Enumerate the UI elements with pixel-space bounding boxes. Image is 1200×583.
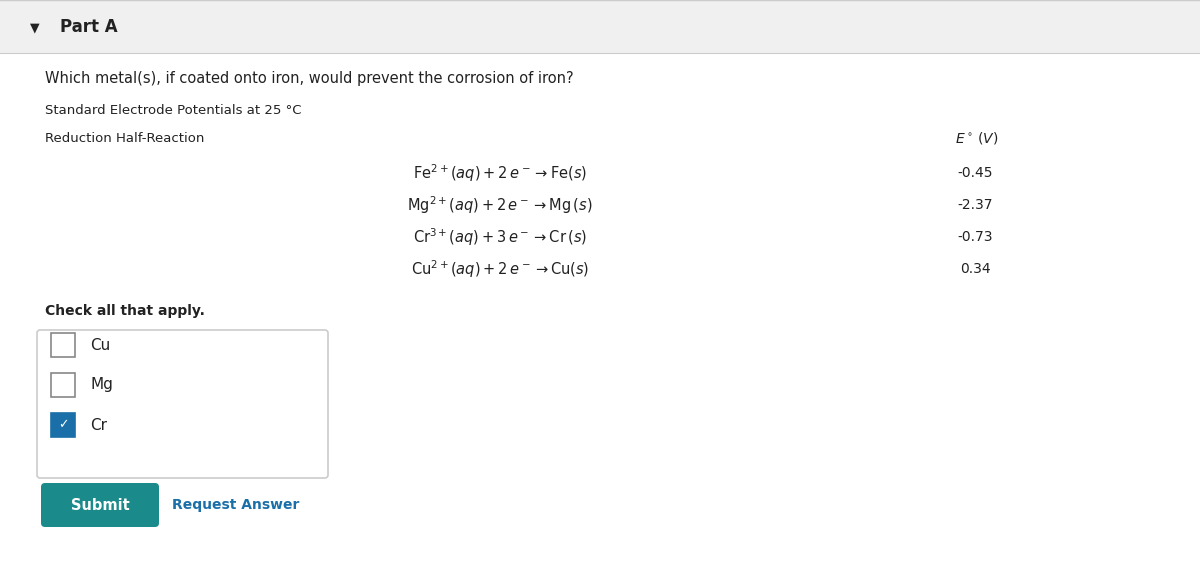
Text: Which metal(s), if coated onto iron, would prevent the corrosion of iron?: Which metal(s), if coated onto iron, wou… xyxy=(46,71,574,86)
Text: Cu: Cu xyxy=(90,338,110,353)
Text: Check all that apply.: Check all that apply. xyxy=(46,304,205,318)
Text: Submit: Submit xyxy=(71,497,130,512)
Text: $\mathrm{Cr^{3+}}(aq) + 3\, e^- \rightarrow \mathrm{Cr}\,(s)$: $\mathrm{Cr^{3+}}(aq) + 3\, e^- \rightar… xyxy=(413,226,587,248)
FancyBboxPatch shape xyxy=(41,483,160,527)
FancyBboxPatch shape xyxy=(50,413,74,437)
Text: Reduction Half-Reaction: Reduction Half-Reaction xyxy=(46,132,204,145)
Text: -0.45: -0.45 xyxy=(958,166,992,180)
Text: $\mathrm{Mg^{2+}}(aq) + 2\, e^- \rightarrow \mathrm{Mg}\,(s)$: $\mathrm{Mg^{2+}}(aq) + 2\, e^- \rightar… xyxy=(407,194,593,216)
Text: Standard Electrode Potentials at 25 °C: Standard Electrode Potentials at 25 °C xyxy=(46,104,301,118)
FancyBboxPatch shape xyxy=(50,373,74,397)
Text: 0.34: 0.34 xyxy=(960,262,990,276)
Text: -2.37: -2.37 xyxy=(958,198,992,212)
Text: $E^\circ\,(V)$: $E^\circ\,(V)$ xyxy=(955,130,998,146)
FancyBboxPatch shape xyxy=(0,0,1200,53)
Text: Mg: Mg xyxy=(90,378,113,392)
Text: ▼: ▼ xyxy=(30,21,40,34)
FancyBboxPatch shape xyxy=(37,330,328,478)
Text: Cr: Cr xyxy=(90,417,107,433)
Text: $\mathrm{Cu^{2+}}(aq) + 2\, e^- \rightarrow \mathrm{Cu}(s)$: $\mathrm{Cu^{2+}}(aq) + 2\, e^- \rightar… xyxy=(410,258,589,280)
Text: Part A: Part A xyxy=(60,19,118,37)
FancyBboxPatch shape xyxy=(50,333,74,357)
Text: ✓: ✓ xyxy=(58,419,68,431)
Text: $\mathrm{Fe^{2+}}(aq) + 2\, e^- \rightarrow \mathrm{Fe}(s)$: $\mathrm{Fe^{2+}}(aq) + 2\, e^- \rightar… xyxy=(413,162,587,184)
Text: Request Answer: Request Answer xyxy=(172,498,299,512)
Text: -0.73: -0.73 xyxy=(958,230,992,244)
